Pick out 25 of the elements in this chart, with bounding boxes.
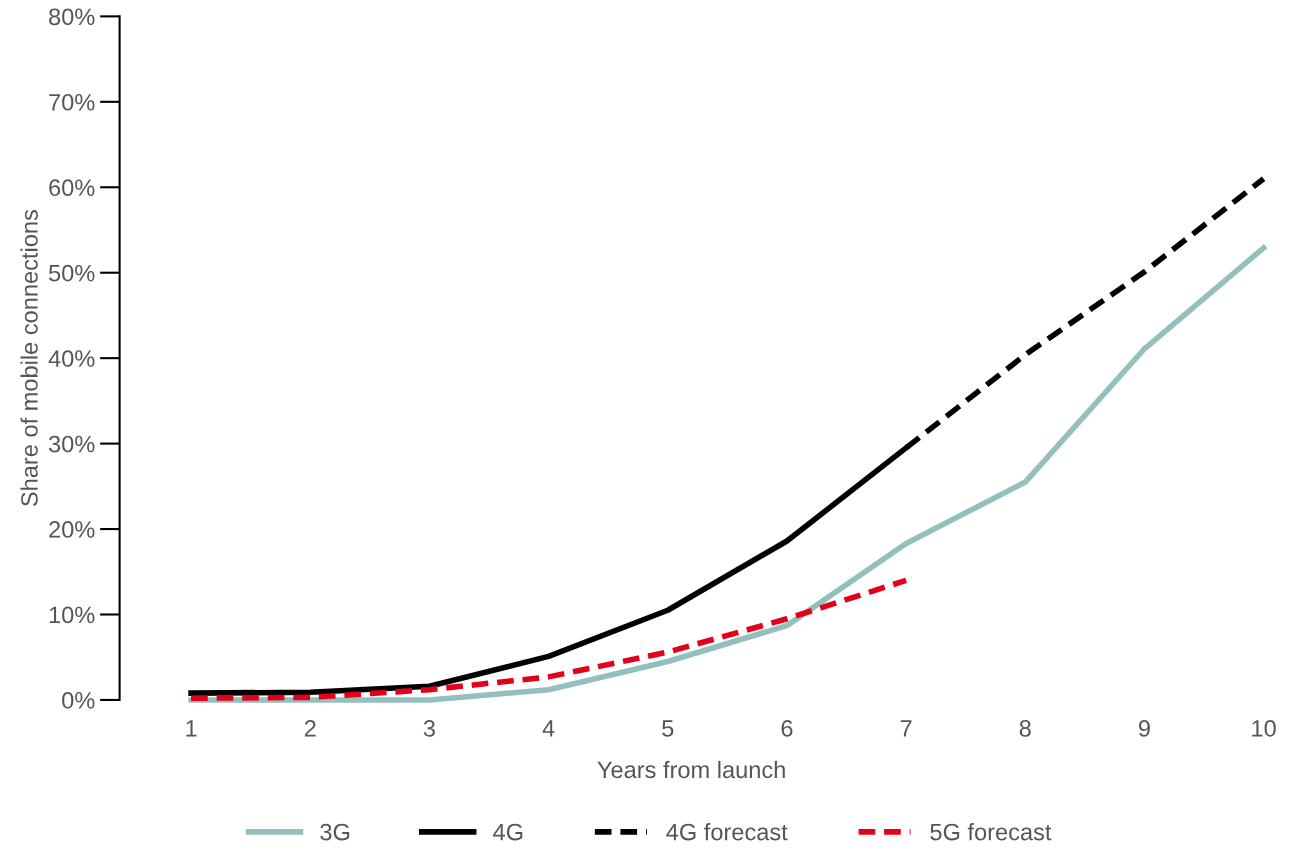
y-tick-label: 20% — [49, 521, 95, 538]
y-tick-label: 30% — [48, 435, 95, 453]
x-tick-label: 2 — [304, 720, 316, 737]
legend-label: 3G — [320, 823, 350, 841]
y-tick-label: 80% — [49, 8, 95, 26]
y-tick-label: 70% — [49, 93, 95, 111]
x-tick-label: 4 — [542, 720, 555, 737]
x-tick-label: 5 — [662, 720, 674, 737]
x-tick-label: 7 — [900, 720, 912, 737]
y-tick-label: 40% — [48, 350, 95, 367]
y-tick-label: 10% — [49, 606, 95, 624]
y-axis-title: Share of mobile connections — [20, 210, 38, 507]
x-tick-label: 3 — [423, 720, 435, 737]
y-tick-label: 0% — [62, 692, 95, 709]
x-tick-label: 8 — [1019, 720, 1031, 737]
legend-label: 5G forecast — [930, 823, 1052, 841]
x-axis-title: Years from launch — [597, 760, 785, 779]
x-tick-label: 6 — [781, 720, 793, 737]
x-tick-label: 1 — [186, 720, 197, 737]
legend-label: 4G forecast — [666, 823, 788, 841]
legend-label: 4G — [493, 823, 523, 841]
x-tick-label: 9 — [1138, 720, 1150, 737]
x-tick-label: 10 — [1252, 720, 1276, 737]
y-tick-label: 50% — [48, 264, 95, 282]
y-tick-label: 60% — [49, 179, 95, 197]
